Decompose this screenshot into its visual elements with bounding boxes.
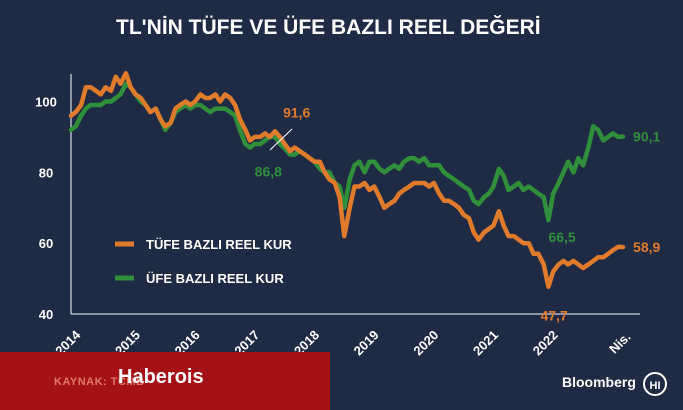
data-labels: 91,6 47,7 58,9 86,8 66,5 90,1 bbox=[255, 104, 661, 323]
chart-legend: TÜFE BAZLI REEL KUR ÜFE BAZLI REEL KUR bbox=[115, 237, 292, 286]
series-line bbox=[68, 70, 626, 289]
source-banner: KAYNAK: TCMB Haberois bbox=[0, 352, 330, 410]
watermark-logo-icon: HI bbox=[643, 372, 667, 396]
y-tick-label: 60 bbox=[39, 236, 53, 251]
data-label: 58,9 bbox=[633, 239, 660, 255]
chart-title: TL'NİN TÜFE VE ÜFE BAZLI REEL DEĞERİ bbox=[116, 15, 541, 39]
source-text: KAYNAK: TCMB bbox=[54, 376, 145, 388]
publisher-logo: Haberois bbox=[118, 366, 204, 388]
y-tick-labels: 40 60 80 100 bbox=[35, 95, 57, 323]
data-label: 86,8 bbox=[255, 163, 282, 179]
provider-logo: Bloomberg bbox=[562, 374, 636, 390]
data-label: 91,6 bbox=[283, 104, 310, 120]
y-tick-label: 100 bbox=[35, 95, 57, 110]
data-label: 66,5 bbox=[548, 229, 575, 245]
series-layer bbox=[68, 70, 626, 289]
y-tick-label: 40 bbox=[39, 307, 53, 322]
data-label: 90,1 bbox=[633, 129, 660, 145]
y-tick-label: 80 bbox=[39, 165, 53, 180]
annotation-leader-line bbox=[269, 128, 293, 151]
legend-label-ufe: ÜFE BAZLI REEL KUR bbox=[146, 271, 284, 286]
legend-label-tufe: TÜFE BAZLI REEL KUR bbox=[146, 237, 292, 252]
data-label: 47,7 bbox=[540, 308, 567, 324]
